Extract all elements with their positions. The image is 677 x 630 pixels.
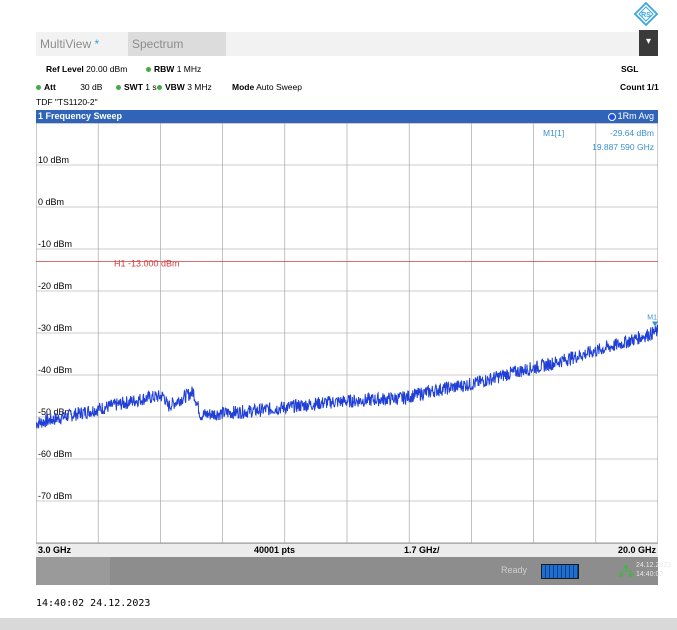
y-tick-label: -10 dBm bbox=[38, 239, 72, 249]
swt-value: 1 s bbox=[145, 82, 157, 92]
tab-spectrum-label: Spectrum bbox=[132, 37, 184, 51]
rohde-schwarz-logo-icon: RS bbox=[634, 2, 658, 26]
vbw-label: VBW bbox=[165, 82, 185, 92]
ref-level-value: 20.00 dBm bbox=[86, 64, 128, 74]
vbw-value: 3 MHz bbox=[187, 82, 212, 92]
start-frequency: 3.0 GHz bbox=[38, 545, 72, 555]
spectrum-plot[interactable]: 10 dBm 0 dBm -10 dBm -20 dBm -30 dBm -40 dBm -… bbox=[36, 123, 658, 543]
swt[interactable]: SWT 1 s bbox=[116, 82, 157, 92]
tab-spectrum[interactable]: Spectrum bbox=[128, 32, 226, 56]
mode-value: Auto Sweep bbox=[256, 82, 302, 92]
tab-multiview-label: MultiView bbox=[40, 37, 92, 51]
stop-frequency: 20.0 GHz bbox=[617, 545, 656, 555]
y-tick-label: -50 dBm bbox=[38, 407, 72, 417]
network-icon bbox=[619, 565, 633, 577]
svg-text:RS: RS bbox=[641, 12, 651, 19]
ready-status: Ready bbox=[501, 565, 528, 575]
tab-bar: MultiView * Spectrum bbox=[36, 32, 658, 56]
trace-dot-icon bbox=[607, 112, 616, 121]
tdf-label: TDF "TS1120-2" bbox=[36, 97, 98, 107]
mode-label: Mode bbox=[232, 82, 255, 92]
status-left-block bbox=[36, 557, 110, 585]
vbw-coupled-icon bbox=[157, 85, 162, 91]
marker-label: M1[1] bbox=[543, 128, 564, 138]
vbw[interactable]: VBW 3 MHz bbox=[157, 82, 212, 92]
swt-coupled-icon bbox=[116, 85, 121, 91]
y-tick-label: 10 dBm bbox=[38, 155, 69, 165]
att-coupled-icon bbox=[36, 85, 41, 91]
status-date: 24.12.2023 bbox=[636, 562, 672, 569]
y-tick-label: -30 dBm bbox=[38, 323, 72, 333]
ref-level-label: Ref Level bbox=[46, 64, 84, 74]
att-value: 30 dB bbox=[80, 82, 103, 92]
menu-button[interactable]: ▾ bbox=[639, 30, 658, 56]
trace-1-line bbox=[36, 323, 658, 429]
y-tick-label: -20 dBm bbox=[38, 281, 72, 291]
att[interactable]: Att 30 dB bbox=[36, 82, 102, 92]
limit-line-label: H1 -13.000 dBm bbox=[114, 259, 180, 269]
bottom-strip bbox=[0, 618, 677, 630]
rbw-label: RBW bbox=[154, 64, 175, 74]
trace-label: 1Rm Avg bbox=[607, 110, 654, 123]
ref-level[interactable]: Ref Level 20.00 dBm bbox=[46, 64, 127, 74]
status-bar: Ready 24.12.2023 14:40:02 bbox=[36, 557, 672, 585]
window-title: 1 Frequency Sweep bbox=[38, 111, 123, 121]
sweep-progress-bar bbox=[541, 564, 579, 579]
swt-label: SWT bbox=[124, 82, 143, 92]
marker-level: -29.64 dBm bbox=[610, 128, 654, 138]
frequency-sweep-titlebar[interactable]: 1 Frequency Sweep 1Rm Avg bbox=[36, 110, 658, 123]
marker-arrow-icon bbox=[652, 321, 658, 327]
frequency-span-per-div: 1.7 GHz/ bbox=[404, 545, 440, 555]
screenshot-timestamp: 14:40:02 24.12.2023 bbox=[36, 598, 151, 609]
sweep-mode[interactable]: Mode Auto Sweep bbox=[232, 82, 302, 92]
marker-m1-tag: M1 bbox=[647, 314, 657, 321]
marker-frequency: 19.887 590 GHz bbox=[592, 142, 654, 152]
sweep-count: Count 1/1 bbox=[620, 82, 659, 92]
sweep-points: 40001 pts bbox=[254, 545, 296, 555]
att-label: Att bbox=[44, 82, 56, 92]
frequency-axis-bar: 3.0 GHz 40001 pts 1.7 GHz/ 20.0 GHz bbox=[36, 543, 658, 558]
grid-lines bbox=[36, 123, 658, 543]
y-tick-label: -60 dBm bbox=[38, 449, 72, 459]
tab-multiview[interactable]: MultiView * bbox=[36, 32, 134, 56]
y-tick-label: -70 dBm bbox=[38, 491, 72, 501]
marker-m1[interactable]: M1 bbox=[647, 314, 658, 327]
y-axis-labels: 10 dBm 0 dBm -10 dBm -20 dBm -30 dBm -40 dBm -… bbox=[38, 155, 72, 501]
rbw-value: 1 MHz bbox=[176, 64, 202, 74]
status-time: 14:40:02 bbox=[636, 571, 664, 578]
trace-mode: 1Rm Avg bbox=[617, 111, 654, 121]
status-datetime: 24.12.2023 14:40:02 bbox=[636, 561, 672, 579]
y-tick-label: 0 dBm bbox=[38, 197, 64, 207]
tab-multiview-modified-star: * bbox=[94, 37, 100, 51]
rbw-coupled-icon bbox=[146, 67, 151, 73]
y-tick-label: -40 dBm bbox=[38, 365, 72, 375]
rbw[interactable]: RBW 1 MHz bbox=[146, 64, 201, 74]
sgl-indicator[interactable]: SGL bbox=[621, 64, 639, 74]
